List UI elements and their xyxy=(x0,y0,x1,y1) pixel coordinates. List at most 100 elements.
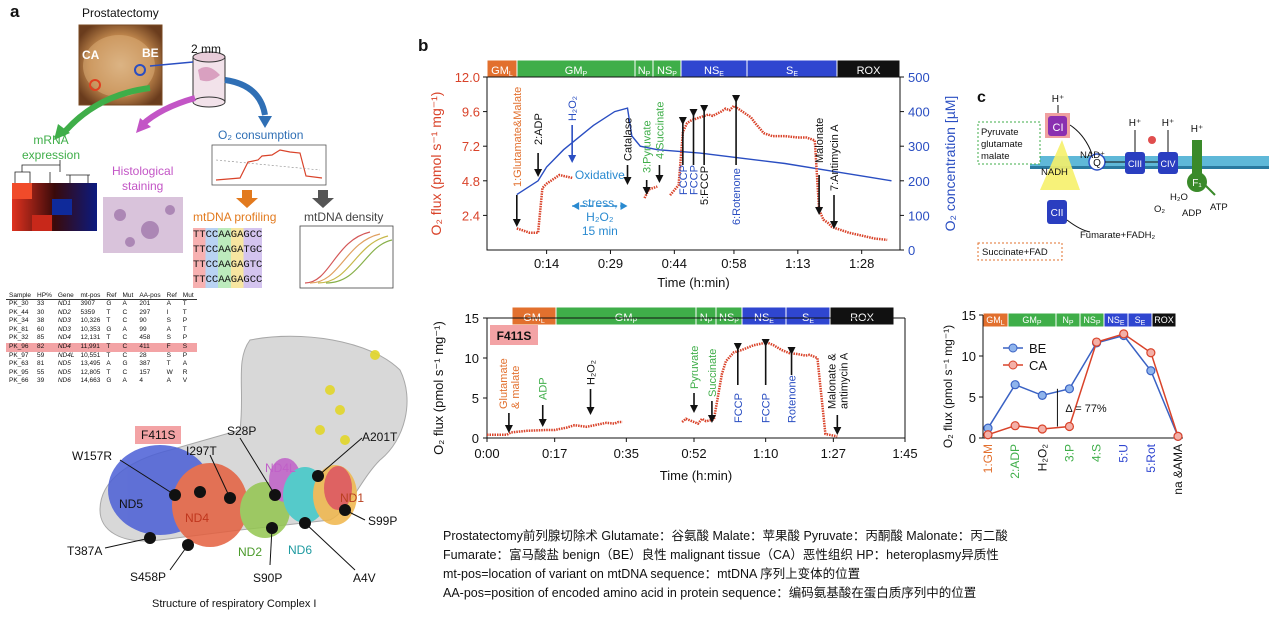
table-cell: 387 xyxy=(139,360,151,368)
fccp3-annotation: 5:FCCP xyxy=(699,166,711,205)
series-line-BE xyxy=(987,334,1179,437)
table-row: PK_81 60 ND3 10,353 G A 99 A T xyxy=(6,326,197,335)
table-cell: 10,551 xyxy=(80,351,101,359)
gm-arrow-head xyxy=(512,219,521,227)
t387a-label: T387A xyxy=(67,544,103,558)
y-tick-label: 12.0 xyxy=(455,70,480,85)
table-cell: ND4 xyxy=(54,342,78,352)
atp-arrow xyxy=(1201,181,1216,196)
structure-caption: Structure of respiratory Complex I xyxy=(152,598,317,610)
table-row: PK_32 85 ND4 12,131 T C 458 S P xyxy=(6,334,197,343)
table-cell: F xyxy=(163,342,180,352)
segment-subscript: P xyxy=(708,318,713,325)
table-cell: 458 xyxy=(139,334,151,342)
table-cell: 10,353 xyxy=(80,325,101,333)
table-cell: A xyxy=(166,377,172,385)
sequence-row: TTCCAAGAGTC xyxy=(193,258,263,273)
pyruvate-box-text: Pyruvate xyxy=(981,127,1019,138)
table-cell: 82 xyxy=(34,342,55,352)
rotenone-arrow-head xyxy=(787,347,796,355)
data-point-CA xyxy=(1146,348,1156,358)
table-header: Ref xyxy=(163,292,180,300)
complex-i-structure xyxy=(99,335,408,571)
table-cell: 14,663 xyxy=(80,377,101,385)
table-cell: PK_30 xyxy=(9,300,29,307)
table-cell: 33 xyxy=(37,300,45,307)
catalase-annotation: Catalase xyxy=(623,118,635,161)
oxidative-arrow-left xyxy=(572,202,580,210)
x-tick-label: 0:35 xyxy=(614,446,639,461)
gm-annotation: Glutamate xyxy=(498,358,510,409)
f1-label: F₁ xyxy=(1192,178,1202,189)
segment-subscript: E xyxy=(719,71,724,78)
y-tick-label: 0 xyxy=(969,431,976,446)
x-tick-label: 0:44 xyxy=(662,256,687,271)
atp-hplus: H⁺ xyxy=(1191,124,1204,135)
fccp1-annotation: FCCP xyxy=(678,165,690,195)
segment-subscript: E xyxy=(1120,320,1125,327)
table-cell: ND5 xyxy=(57,368,71,376)
panel-a-letter: a xyxy=(10,2,20,21)
x-tick-label: 0:00 xyxy=(474,446,499,461)
oxidative-annotation: Oxidative xyxy=(575,168,625,182)
table-cell: C xyxy=(119,342,137,352)
table-cell: T xyxy=(106,308,111,316)
cii-box xyxy=(1047,200,1067,224)
table-header: mt-pos xyxy=(77,292,104,300)
table-cell: G xyxy=(106,377,112,385)
ciii-hplus: H⁺ xyxy=(1129,118,1142,129)
oxidative-annotation: stress, xyxy=(582,196,617,210)
x-tick-label: 1:28 xyxy=(849,256,874,271)
civ-box xyxy=(1158,152,1178,174)
segment-subscript: E xyxy=(809,318,814,325)
table-cell: A xyxy=(182,360,188,368)
panel-c-letter: c xyxy=(977,89,986,106)
table-cell: PK_95 xyxy=(9,368,29,376)
x-axis-label: Time (h:min) xyxy=(660,468,732,483)
note-line: Prostatectomy前列腺切除术 Glutamate：谷氨酸 Malate… xyxy=(443,529,1008,543)
table-cell: T xyxy=(106,368,111,376)
table-cell: P xyxy=(182,317,188,325)
cytc-dot xyxy=(1148,136,1156,144)
table-cell: 411 xyxy=(136,342,164,352)
pyruvate-box-text: malate xyxy=(981,151,1010,162)
category-label: 4:S xyxy=(1090,444,1104,462)
ca-marker xyxy=(89,79,101,91)
table-cell: 12,805 xyxy=(80,368,101,376)
data-point-CA xyxy=(1091,337,1102,347)
table-cell: T xyxy=(166,360,171,368)
a201t-label: A201T xyxy=(362,430,398,444)
mutation-table-body: PK_30 33 ND1 3907 G A 201 A T PK_44 30 ND2 5359 T C 297… xyxy=(6,300,197,386)
mutation-table: Sample HP% Gene mt-pos Ref Mut AA-pos Re… xyxy=(6,292,197,386)
h2o2-annotation: H₂O₂ xyxy=(567,96,579,121)
category-label: 5:Rot xyxy=(1144,443,1158,472)
nd4-label: ND4 xyxy=(185,511,210,525)
nd6-label: ND6 xyxy=(288,543,313,557)
table-cell: T xyxy=(182,325,187,333)
pyruvate-arrow-head xyxy=(642,187,651,195)
antimycin-annotation: 7:Antimycin A xyxy=(829,124,841,191)
data-point-BE xyxy=(1064,384,1075,394)
malonate-annotation: antimycin A xyxy=(838,352,850,409)
sequence-row: TTCCAAGAGCC xyxy=(193,228,263,243)
rotenone-annotation: Rotenone xyxy=(787,375,799,423)
rotenone-arrow-head xyxy=(732,95,741,103)
x-axis-label: Time (h:min) xyxy=(657,275,729,290)
table-cell: 297 xyxy=(139,308,151,316)
table-cell: PK_66 xyxy=(9,377,29,385)
table-cell: PK_44 xyxy=(9,308,29,316)
segment-subscript: P xyxy=(583,71,588,78)
fccp1-annotation: FCCP xyxy=(733,393,745,423)
table-cell: 4 xyxy=(139,377,143,385)
mutation-site xyxy=(194,486,206,498)
table-row: PK_34 38 ND3 10,326 T C 90 S P xyxy=(6,317,197,326)
o2-flux-line xyxy=(487,340,838,438)
table-cell: 60 xyxy=(37,325,45,333)
table-cell: C xyxy=(122,317,128,325)
category-label: 2:ADP xyxy=(1008,444,1022,479)
top-oxygraph-chart: GML GMP NP NSP NSE SE ROX12.09.67.24.82.450040… xyxy=(428,59,958,290)
ci-box xyxy=(1048,116,1067,136)
x-tick-label: 0:29 xyxy=(598,256,623,271)
o2-concentration-line xyxy=(516,107,892,196)
table-cell: P xyxy=(182,334,188,342)
